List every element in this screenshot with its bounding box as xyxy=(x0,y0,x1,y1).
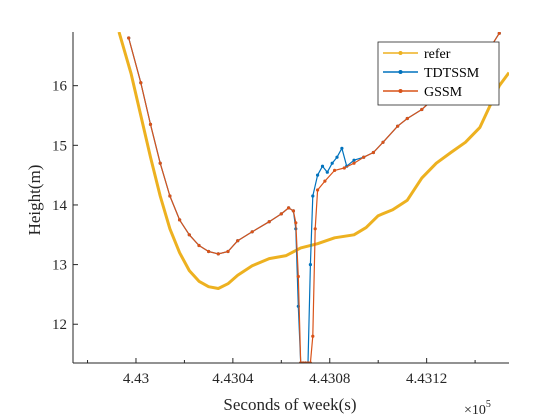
legend-entry-gssm: GSSM xyxy=(383,85,463,100)
data-point xyxy=(139,81,143,85)
data-point xyxy=(497,32,501,35)
data-point xyxy=(236,239,240,243)
data-point xyxy=(335,155,339,159)
y-axis-label: Height(m) xyxy=(25,165,44,236)
y-tick-label: 13 xyxy=(52,258,67,274)
legend-label: TDTSSM xyxy=(424,66,480,81)
x-axis-label: Seconds of week(s) xyxy=(223,395,356,414)
data-point xyxy=(313,227,317,231)
data-point xyxy=(226,249,230,254)
legend-entry-tdtssm: TDTSSM xyxy=(383,66,480,81)
legend-marker xyxy=(398,51,403,55)
data-point xyxy=(148,122,153,126)
x-axis-multiplier-base: ×10 xyxy=(464,403,486,418)
data-point xyxy=(342,166,346,170)
y-tick-label: 16 xyxy=(52,79,68,95)
data-point xyxy=(316,173,320,177)
data-point xyxy=(352,161,356,165)
data-point xyxy=(311,194,315,198)
x-tick-label: 4.43 xyxy=(123,371,149,387)
data-point xyxy=(308,263,312,267)
data-point xyxy=(207,249,211,254)
x-tick-label: 4.4312 xyxy=(406,371,447,387)
data-point xyxy=(197,243,201,248)
data-point xyxy=(333,168,337,172)
data-point xyxy=(320,164,325,168)
legend-marker xyxy=(398,70,403,74)
x-tick-label: 4.4308 xyxy=(309,371,350,387)
legend-entry-refer: refer xyxy=(383,47,451,62)
data-point xyxy=(178,218,182,222)
x-axis-multiplier: ×105 xyxy=(464,399,491,418)
y-tick-label: 14 xyxy=(52,198,68,214)
legend-marker xyxy=(398,89,403,93)
legend-label: GSSM xyxy=(424,85,463,100)
data-point xyxy=(287,206,291,210)
data-point xyxy=(396,124,400,128)
data-point xyxy=(127,36,131,40)
data-point xyxy=(371,150,375,155)
data-point xyxy=(291,209,295,213)
data-point xyxy=(330,161,334,165)
data-point xyxy=(311,334,315,338)
y-tick-label: 15 xyxy=(52,138,67,154)
data-point xyxy=(325,170,329,174)
data-point xyxy=(381,140,385,144)
data-point xyxy=(296,274,300,279)
data-point xyxy=(267,220,271,224)
legend-label: refer xyxy=(424,47,451,62)
data-point xyxy=(250,230,254,234)
data-point xyxy=(187,233,191,237)
data-point xyxy=(362,155,366,159)
data-point xyxy=(420,107,424,112)
data-point xyxy=(405,116,409,121)
data-point xyxy=(279,212,283,216)
series-refer xyxy=(117,32,509,290)
data-point xyxy=(168,194,172,198)
y-tick-label: 12 xyxy=(52,317,67,333)
data-point xyxy=(352,158,356,162)
data-point xyxy=(340,146,344,150)
data-point xyxy=(316,188,320,192)
legend: refer TDTSSM GSSM xyxy=(377,41,500,106)
axes: 12 13 14 15 16 4.43 4.4304 4.4308 4.4312 xyxy=(52,32,509,387)
data-point xyxy=(216,252,220,256)
x-tick-label: 4.4304 xyxy=(212,371,254,387)
data-point xyxy=(158,161,162,165)
series-line-refer xyxy=(117,32,509,290)
data-point xyxy=(323,179,327,183)
data-point xyxy=(294,221,298,225)
x-axis-multiplier-exponent: 5 xyxy=(486,399,491,410)
